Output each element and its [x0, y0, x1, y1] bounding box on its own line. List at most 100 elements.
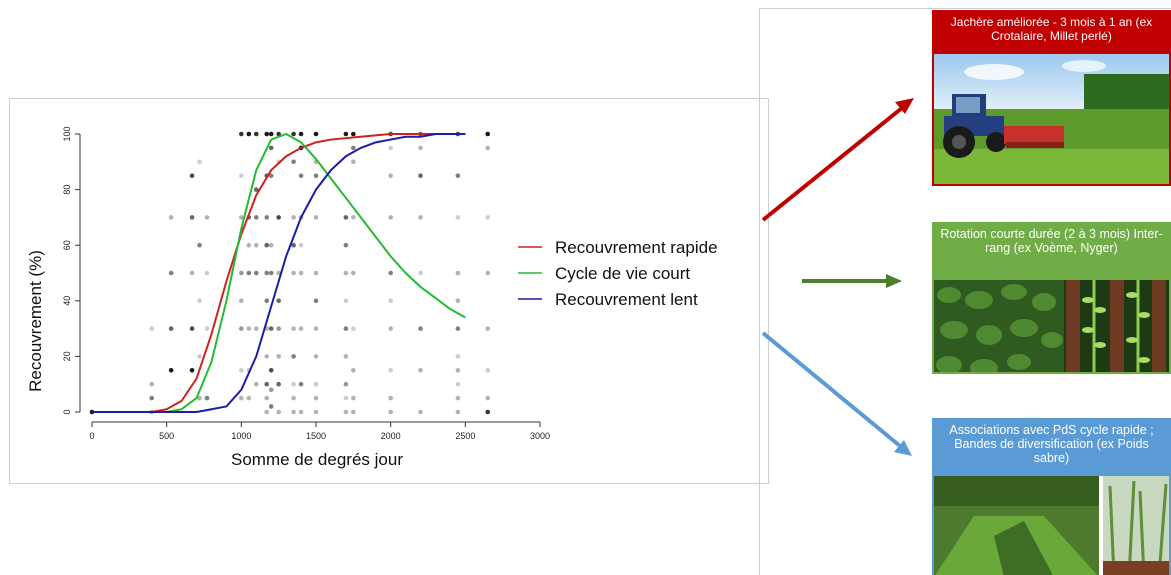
observation-point	[343, 354, 349, 359]
observation-point	[351, 270, 356, 276]
y-tick-label: 100	[62, 126, 72, 141]
observation-point	[276, 131, 281, 137]
observation-point	[388, 298, 393, 304]
observation-point	[291, 131, 296, 137]
observation-point	[197, 354, 202, 359]
observation-point	[204, 215, 210, 220]
series-line-2	[92, 133, 466, 413]
legend-label-0: Recouvrement rapide	[555, 238, 718, 257]
x-tick-label: 1000	[231, 431, 251, 441]
chart-panel: 0 500 1000 1500 2000 2500 3000 0 20 40 60 80 100 Som…	[9, 98, 769, 484]
observation-point	[485, 326, 491, 331]
observation-point	[351, 145, 356, 151]
legend-label-2: Recouvrement lent	[555, 290, 698, 309]
observation-point	[343, 395, 349, 401]
observation-point	[291, 395, 296, 401]
observation-point	[276, 354, 281, 359]
observation-point	[204, 270, 210, 276]
observation-point	[239, 326, 244, 331]
observation-point	[268, 326, 274, 331]
observation-point	[189, 368, 195, 373]
observation-point	[343, 215, 349, 220]
observation-point	[388, 270, 393, 276]
observation-point	[264, 298, 270, 304]
observation-point	[485, 395, 491, 401]
axes: 0 500 1000 1500 2000 2500 3000 0 20 40 60 80 100	[62, 126, 550, 441]
observation-point	[239, 173, 244, 178]
observation-point	[291, 215, 296, 220]
observation-point	[246, 242, 252, 248]
observation-point	[253, 215, 259, 220]
observation-point	[351, 215, 356, 220]
observation-point	[268, 270, 274, 276]
observation-point	[253, 242, 259, 248]
practice-card-rotation-title: Rotation courte durée (2 à 3 mois) Inter…	[934, 224, 1169, 280]
legend-label-1: Cycle de vie court	[555, 264, 690, 283]
y-tick-label: 40	[62, 296, 72, 306]
observation-point	[291, 326, 296, 331]
y-tick-label: 20	[62, 351, 72, 361]
observation-point	[313, 409, 319, 415]
observation-point	[246, 395, 252, 401]
observation-point	[343, 298, 349, 304]
observation-point	[455, 215, 461, 220]
observation-point	[276, 409, 281, 415]
coverage-chart: 0 500 1000 1500 2000 2500 3000 0 20 40 60 80 100 Som…	[26, 126, 718, 469]
observation-point	[388, 215, 393, 220]
observation-point	[264, 354, 270, 359]
observation-point	[268, 145, 274, 151]
observation-point	[168, 368, 174, 373]
observation-point	[418, 173, 423, 178]
fitted-curves	[92, 133, 466, 413]
observation-point	[189, 326, 195, 331]
observation-point	[291, 159, 296, 165]
observation-point	[298, 326, 304, 331]
observation-point	[298, 270, 304, 276]
x-tick-label: 3000	[530, 431, 550, 441]
observation-point	[264, 215, 270, 220]
observation-point	[197, 395, 202, 401]
observation-point	[253, 381, 259, 387]
observation-point	[246, 131, 252, 137]
observation-point	[268, 368, 274, 373]
observation-point	[388, 409, 393, 415]
observation-point	[239, 131, 244, 137]
observation-point	[253, 326, 259, 331]
observation-points	[89, 131, 491, 415]
observation-point	[291, 409, 296, 415]
observation-point	[313, 298, 319, 304]
observation-point	[388, 145, 393, 151]
y-tick-label: 60	[62, 240, 72, 250]
observation-point	[313, 395, 319, 401]
observation-point	[291, 381, 296, 387]
observation-point	[239, 270, 244, 276]
observation-point	[298, 381, 304, 387]
observation-point	[343, 381, 349, 387]
x-tick-label: 0	[89, 431, 94, 441]
observation-point	[455, 270, 461, 276]
observation-point	[168, 270, 174, 276]
observation-point	[485, 145, 491, 151]
observation-point	[313, 131, 319, 137]
observation-point	[485, 409, 491, 415]
observation-point	[418, 409, 423, 415]
observation-point	[455, 326, 461, 331]
observation-point	[351, 131, 356, 137]
observation-point	[298, 242, 304, 248]
observation-point	[268, 173, 274, 178]
observation-point	[246, 270, 252, 276]
y-axis-title: Recouvrement (%)	[26, 250, 45, 392]
observation-point	[298, 409, 304, 415]
observation-point	[485, 131, 491, 137]
observation-point	[276, 298, 281, 304]
observation-point	[264, 409, 270, 415]
observation-point	[253, 270, 259, 276]
x-tick-label: 1500	[306, 431, 326, 441]
observation-point	[197, 298, 202, 304]
observation-point	[343, 270, 349, 276]
observation-point	[343, 326, 349, 331]
observation-point	[313, 215, 319, 220]
observation-point	[485, 215, 491, 220]
crop-rows-photo	[934, 280, 1169, 372]
y-tick-label: 80	[62, 185, 72, 195]
